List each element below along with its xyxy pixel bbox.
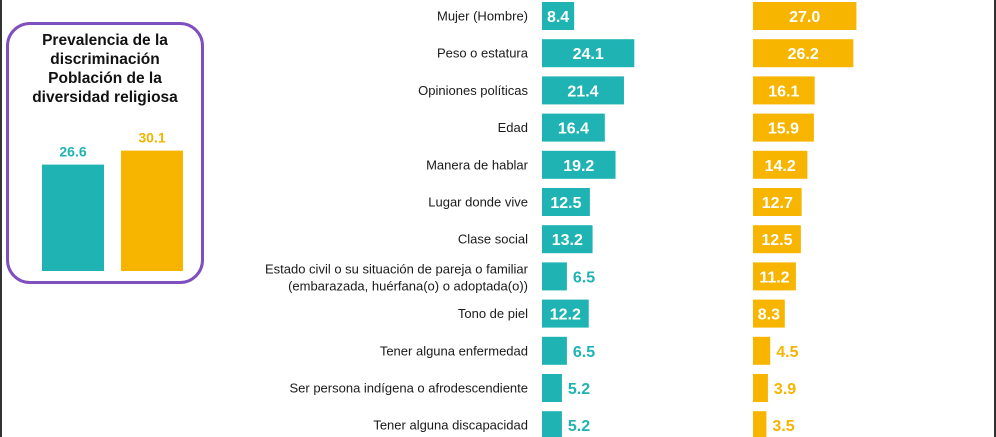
bar-gold-6 xyxy=(753,225,801,254)
inset-title: Prevalencia de la discriminación Poblaci… xyxy=(32,32,178,106)
bar-teal-4 xyxy=(542,150,616,179)
category-label-5: Lugar donde vive xyxy=(428,195,528,210)
value-label-gold-9: 4.5 xyxy=(776,344,798,361)
value-label-gold-5: 12.7 xyxy=(762,195,793,212)
category-label-1: Peso o estatura xyxy=(437,46,529,61)
bar-gold-2 xyxy=(753,76,815,105)
bar-gold-1 xyxy=(753,39,854,68)
value-label-gold-8: 8.3 xyxy=(758,307,780,324)
value-label-teal-8: 12.2 xyxy=(550,307,581,324)
bar-teal-6 xyxy=(542,225,593,254)
bar-gold-0 xyxy=(753,2,857,30)
bar-gold-7 xyxy=(753,262,796,291)
bar-gold-11 xyxy=(753,411,767,437)
bar-teal-9 xyxy=(542,336,567,365)
category-label-2: Opiniones políticas xyxy=(418,83,528,98)
category-label-6: Clase social xyxy=(458,232,528,247)
bar-gold-3 xyxy=(753,113,814,142)
value-label-teal-11: 5.2 xyxy=(568,418,590,435)
category-label-3: Edad xyxy=(498,120,528,135)
value-label-gold-4: 14.2 xyxy=(765,158,796,175)
bar-teal-7 xyxy=(542,262,567,291)
category-label-11: Tener alguna discapacidad xyxy=(373,418,528,433)
value-label-teal-1: 24.1 xyxy=(573,46,604,63)
bar-gold-8 xyxy=(753,299,785,328)
category-label-0: Mujer (Hombre) xyxy=(437,9,528,24)
bar-teal-5 xyxy=(542,188,590,216)
bar-teal-3 xyxy=(542,113,605,142)
value-label-teal-10: 5.2 xyxy=(568,381,590,398)
inset-value-label-1: 30.1 xyxy=(138,130,165,146)
value-label-gold-0: 27.0 xyxy=(789,9,820,26)
value-label-gold-2: 16.1 xyxy=(768,83,799,100)
value-label-teal-3: 16.4 xyxy=(558,121,589,138)
value-label-gold-6: 12.5 xyxy=(761,232,792,249)
value-label-teal-2: 21.4 xyxy=(567,83,598,100)
category-label-4: Manera de hablar xyxy=(426,157,529,172)
value-label-gold-7: 11.2 xyxy=(759,269,789,286)
bar-gold-4 xyxy=(753,150,808,179)
value-label-teal-7: 6.5 xyxy=(573,269,595,286)
value-label-teal-4: 19.2 xyxy=(563,158,594,175)
bar-teal-10 xyxy=(542,374,562,402)
bar-teal-8 xyxy=(542,299,589,328)
bar-gold-9 xyxy=(753,336,771,365)
value-label-gold-3: 15.9 xyxy=(768,121,799,138)
value-label-teal-6: 13.2 xyxy=(552,232,583,249)
category-label-9: Tener alguna enfermedad xyxy=(380,343,528,358)
bar-gold-5 xyxy=(753,188,802,216)
category-label-10: Ser persona indígena o afrodescendiente xyxy=(289,381,528,396)
value-label-gold-1: 26.2 xyxy=(788,46,819,63)
bar-teal-2 xyxy=(542,76,624,105)
bar-teal-11 xyxy=(542,411,562,437)
value-label-teal-0: 8.4 xyxy=(547,9,569,26)
category-label-7: Estado civil o su situación de pareja o … xyxy=(265,261,529,293)
inset-bar-1 xyxy=(121,150,183,271)
value-label-gold-11: 3.5 xyxy=(772,418,794,435)
bar-teal-0 xyxy=(542,2,575,30)
bar-teal-1 xyxy=(542,39,635,68)
inset-value-label-0: 26.6 xyxy=(59,144,86,160)
category-label-8: Tono de piel xyxy=(458,306,528,321)
inset-bar-0 xyxy=(42,164,104,271)
value-label-gold-10: 3.9 xyxy=(774,381,796,398)
value-label-teal-9: 6.5 xyxy=(573,344,595,361)
bar-gold-10 xyxy=(753,374,768,402)
value-label-teal-5: 12.5 xyxy=(550,195,581,212)
